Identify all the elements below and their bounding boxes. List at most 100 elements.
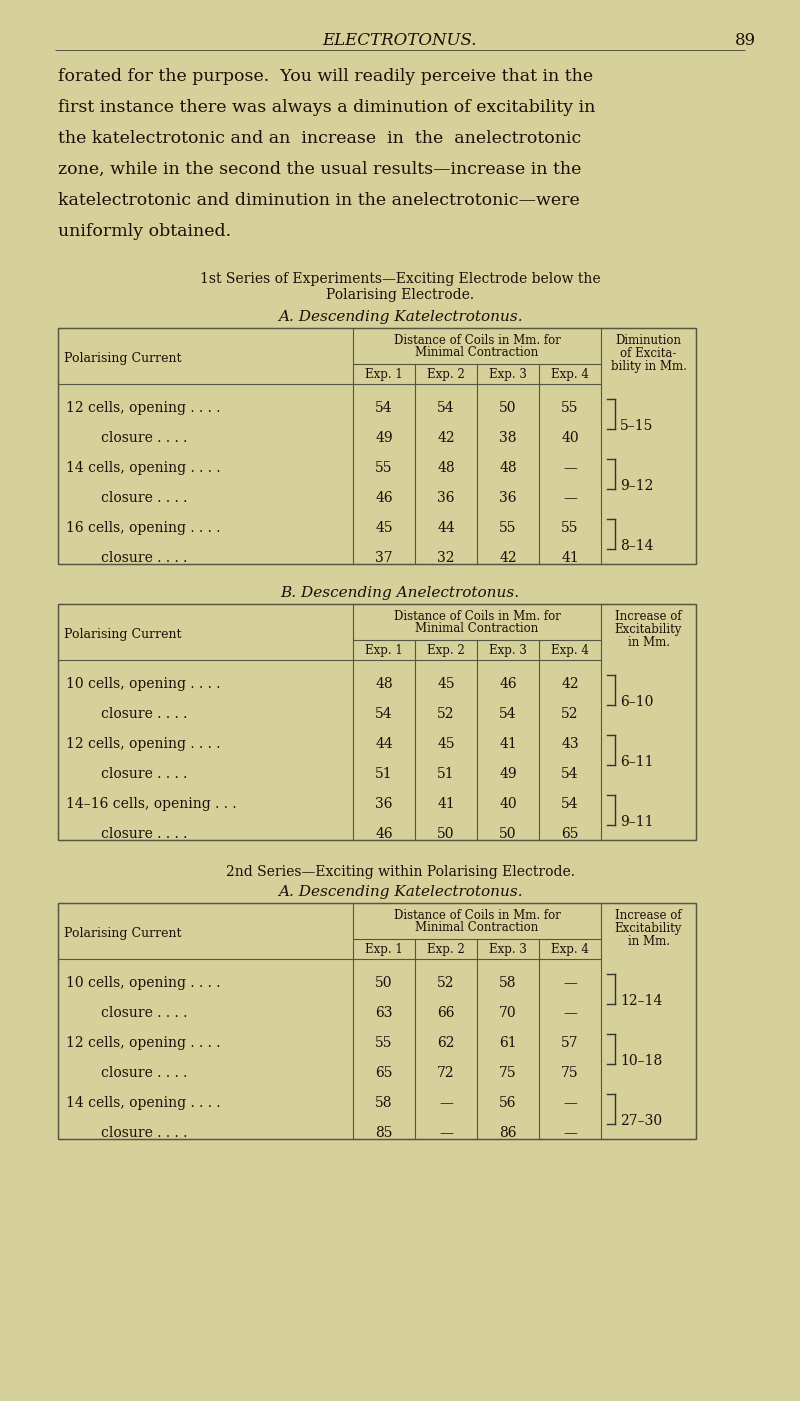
Text: 42: 42 [437, 432, 455, 446]
Text: 61: 61 [499, 1035, 517, 1049]
Text: 55: 55 [375, 461, 393, 475]
Text: 48: 48 [375, 677, 393, 691]
Text: 51: 51 [375, 766, 393, 780]
Text: 55: 55 [562, 521, 578, 535]
Text: —: — [563, 1096, 577, 1110]
Text: 42: 42 [561, 677, 579, 691]
Text: Exp. 1: Exp. 1 [365, 368, 403, 381]
Text: A. Descending Katelectrotonus.: A. Descending Katelectrotonus. [278, 310, 522, 324]
Text: 10 cells, opening . . . .: 10 cells, opening . . . . [66, 976, 221, 991]
Text: 86: 86 [499, 1126, 517, 1140]
Text: 62: 62 [438, 1035, 454, 1049]
Text: closure . . . .: closure . . . . [66, 432, 187, 446]
Text: 36: 36 [375, 797, 393, 811]
Text: 75: 75 [561, 1066, 579, 1080]
Text: closure . . . .: closure . . . . [66, 708, 187, 722]
Text: 12 cells, opening . . . .: 12 cells, opening . . . . [66, 737, 221, 751]
Text: 55: 55 [562, 401, 578, 415]
Text: 89: 89 [735, 32, 756, 49]
Text: Distance of Coils in Mm. for: Distance of Coils in Mm. for [394, 333, 561, 347]
Text: of Excita-: of Excita- [620, 347, 677, 360]
Text: Diminution: Diminution [615, 333, 682, 347]
Text: 27–30: 27–30 [620, 1114, 662, 1128]
Text: 12 cells, opening . . . .: 12 cells, opening . . . . [66, 1035, 221, 1049]
Text: 32: 32 [438, 551, 454, 565]
Text: 57: 57 [561, 1035, 579, 1049]
Text: 50: 50 [375, 976, 393, 991]
Text: 38: 38 [499, 432, 517, 446]
Text: Exp. 1: Exp. 1 [365, 943, 403, 955]
Text: Minimal Contraction: Minimal Contraction [415, 622, 538, 635]
Text: forated for the purpose.  You will readily perceive that in the: forated for the purpose. You will readil… [58, 69, 593, 85]
Text: B. Descending Anelectrotonus.: B. Descending Anelectrotonus. [281, 586, 519, 600]
Text: 41: 41 [437, 797, 455, 811]
Text: Polarising Current: Polarising Current [64, 628, 182, 642]
Text: Minimal Contraction: Minimal Contraction [415, 920, 538, 934]
Text: Exp. 2: Exp. 2 [427, 368, 465, 381]
Text: 54: 54 [437, 401, 455, 415]
Text: closure . . . .: closure . . . . [66, 1126, 187, 1140]
Text: 85: 85 [375, 1126, 393, 1140]
Text: 48: 48 [437, 461, 455, 475]
Text: 10 cells, opening . . . .: 10 cells, opening . . . . [66, 677, 221, 691]
Text: 14–16 cells, opening . . .: 14–16 cells, opening . . . [66, 797, 237, 811]
Text: 52: 52 [438, 708, 454, 722]
Text: 55: 55 [499, 521, 517, 535]
Text: 75: 75 [499, 1066, 517, 1080]
Text: 40: 40 [561, 432, 579, 446]
Text: 45: 45 [437, 737, 455, 751]
Text: 9–12: 9–12 [620, 479, 654, 493]
Text: 51: 51 [437, 766, 455, 780]
Text: 16 cells, opening . . . .: 16 cells, opening . . . . [66, 521, 221, 535]
Text: —: — [563, 976, 577, 991]
Text: 50: 50 [499, 827, 517, 841]
Text: 42: 42 [499, 551, 517, 565]
Text: 12 cells, opening . . . .: 12 cells, opening . . . . [66, 401, 221, 415]
Text: Minimal Contraction: Minimal Contraction [415, 346, 538, 359]
Text: 49: 49 [499, 766, 517, 780]
Text: Distance of Coils in Mm. for: Distance of Coils in Mm. for [394, 609, 561, 623]
Text: 40: 40 [499, 797, 517, 811]
Text: closure . . . .: closure . . . . [66, 1066, 187, 1080]
Text: 54: 54 [375, 708, 393, 722]
Text: 1st Series of Experiments—Exciting Electrode below the: 1st Series of Experiments—Exciting Elect… [200, 272, 600, 286]
Text: uniformly obtained.: uniformly obtained. [58, 223, 231, 240]
Text: 45: 45 [437, 677, 455, 691]
Text: 43: 43 [561, 737, 579, 751]
Text: 70: 70 [499, 1006, 517, 1020]
Text: 58: 58 [499, 976, 517, 991]
Text: 9–11: 9–11 [620, 815, 654, 829]
Text: 45: 45 [375, 521, 393, 535]
Text: 50: 50 [438, 827, 454, 841]
Text: 37: 37 [375, 551, 393, 565]
Text: 46: 46 [375, 827, 393, 841]
Text: closure . . . .: closure . . . . [66, 766, 187, 780]
Text: 41: 41 [499, 737, 517, 751]
Text: katelectrotonic and diminution in the anelectrotonic—were: katelectrotonic and diminution in the an… [58, 192, 580, 209]
Text: 65: 65 [375, 1066, 393, 1080]
Text: 36: 36 [438, 490, 454, 504]
Text: Polarising Electrode.: Polarising Electrode. [326, 289, 474, 303]
Text: Polarising Current: Polarising Current [64, 927, 182, 940]
Text: 10–18: 10–18 [620, 1054, 662, 1068]
Text: 6–10: 6–10 [620, 695, 654, 709]
Text: —: — [563, 490, 577, 504]
Text: 46: 46 [375, 490, 393, 504]
Text: Polarising Current: Polarising Current [64, 352, 182, 366]
Text: Exp. 3: Exp. 3 [489, 943, 527, 955]
Text: in Mm.: in Mm. [627, 934, 670, 948]
Text: 72: 72 [437, 1066, 455, 1080]
Text: 56: 56 [499, 1096, 517, 1110]
Text: Exp. 4: Exp. 4 [551, 644, 589, 657]
Text: 54: 54 [561, 766, 579, 780]
Text: 49: 49 [375, 432, 393, 446]
Text: 5–15: 5–15 [620, 419, 654, 433]
Text: —: — [563, 1006, 577, 1020]
Text: —: — [439, 1096, 453, 1110]
Text: 8–14: 8–14 [620, 539, 654, 553]
Text: closure . . . .: closure . . . . [66, 551, 187, 565]
Text: 66: 66 [438, 1006, 454, 1020]
Text: 46: 46 [499, 677, 517, 691]
Bar [58, 328, 696, 565]
Text: 48: 48 [499, 461, 517, 475]
